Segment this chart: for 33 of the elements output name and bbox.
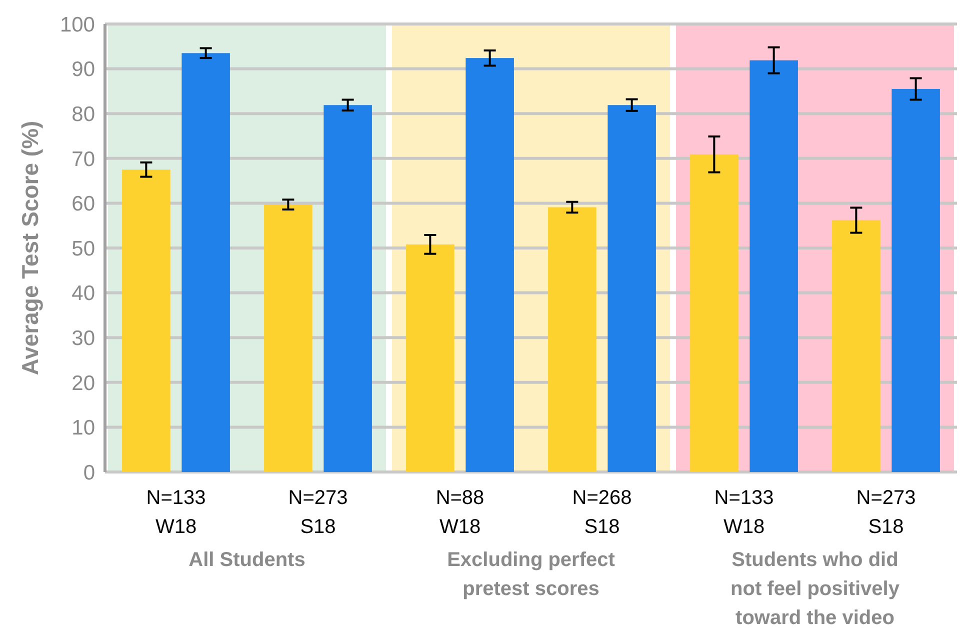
y-tick-label: 80 [72, 102, 95, 126]
x-axis-title: All Students [188, 549, 306, 571]
x-axis-title: Excluding perfect pretest scores [447, 549, 616, 600]
bar [892, 88, 940, 472]
bar [324, 105, 372, 472]
y-tick-label: 70 [72, 148, 95, 171]
y-tick-label: 60 [72, 192, 95, 216]
y-tick-label: 20 [72, 372, 95, 395]
bar [264, 204, 312, 472]
bar [466, 58, 514, 472]
bar [406, 244, 454, 472]
y-tick-label: 100 [60, 13, 95, 36]
y-tick-label: 30 [72, 326, 95, 350]
y-tick-label: 90 [72, 58, 95, 82]
y-tick-label: 50 [72, 237, 95, 260]
bar [608, 105, 656, 472]
x-tick-label: N=133 W18 [714, 487, 774, 538]
x-tick-label: N=273 S18 [856, 487, 916, 538]
x-tick-label: N=273 S18 [288, 487, 348, 538]
bar [182, 53, 230, 472]
x-tick-label: N=88 W18 [436, 487, 484, 538]
bar [690, 154, 738, 472]
bar [750, 60, 798, 472]
y-tick-label: 10 [72, 416, 95, 440]
bar [122, 170, 170, 472]
bar [548, 207, 596, 472]
bar [832, 220, 880, 472]
y-axis-title: Average Test Score (%) [17, 120, 43, 376]
y-tick-label: 40 [72, 282, 95, 306]
x-tick-label: N=133 W18 [146, 487, 206, 538]
x-tick-label: N=268 S18 [572, 487, 632, 538]
x-axis-title: Students who did not feel positively toward the video [730, 549, 900, 629]
y-tick-label: 0 [83, 461, 95, 484]
